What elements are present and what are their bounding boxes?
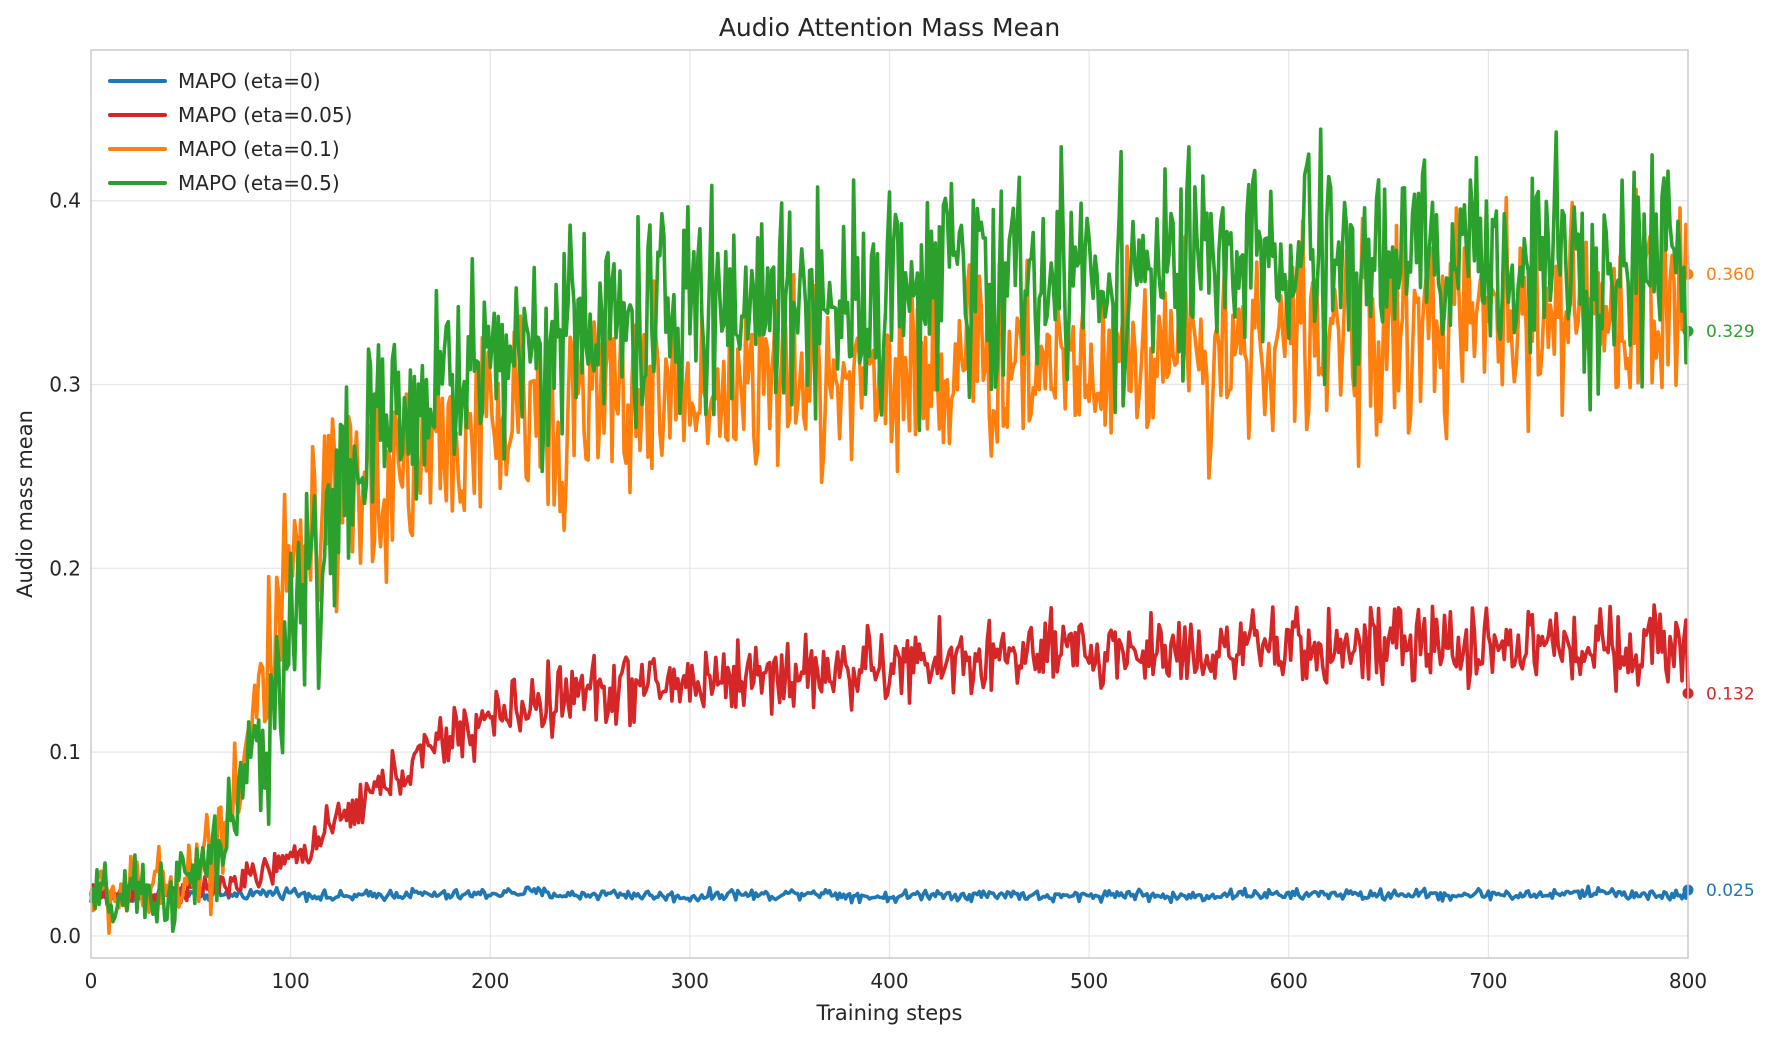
x-tick-label: 700 (1469, 969, 1507, 993)
y-tick-label: 0.4 (49, 189, 81, 213)
series-end-label: 0.025 (1706, 881, 1755, 901)
y-tick-label: 0.1 (49, 740, 81, 764)
y-tick-label: 0.0 (49, 924, 81, 948)
series-end-label: 0.132 (1706, 684, 1755, 704)
x-tick-label: 300 (671, 969, 709, 993)
legend-label: MAPO (eta=0.05) (178, 103, 352, 127)
legend-label: MAPO (eta=0) (178, 69, 321, 93)
x-tick-label: 100 (272, 969, 310, 993)
series-line (89, 603, 1690, 909)
series-layer (89, 127, 1694, 936)
x-tick-label: 600 (1270, 969, 1308, 993)
tick-labels: 0 100 200 300 400 500 600 700 800 0.0 0.1 0.2 0.3 0.4 (49, 189, 1707, 993)
x-tick-label: 400 (870, 969, 908, 993)
legend-label: MAPO (eta=0.5) (178, 171, 340, 195)
series-line (89, 127, 1690, 934)
series-end-label: 0.329 (1706, 322, 1755, 342)
x-tick-label: 800 (1669, 969, 1707, 993)
legend-label: MAPO (eta=0.1) (178, 137, 340, 161)
series-line (89, 187, 1690, 936)
chart-title: Audio Attention Mass Mean (719, 13, 1060, 42)
x-tick-label: 0 (85, 969, 98, 993)
x-tick-label: 500 (1070, 969, 1108, 993)
y-axis-label: Audio mass mean (13, 410, 37, 598)
end-labels: 0.025 0.132 0.360 0.329 (1706, 265, 1755, 901)
plot-frame (90, 49, 1689, 959)
series-end-label: 0.360 (1706, 265, 1755, 285)
series-line (89, 884, 1690, 905)
legend: MAPO (eta=0) MAPO (eta=0.05) MAPO (eta=0.1… (108, 69, 352, 195)
x-tick-label: 200 (471, 969, 509, 993)
y-tick-label: 0.2 (49, 556, 81, 580)
x-axis-label: Training steps (816, 1001, 963, 1025)
y-tick-label: 0.3 (49, 373, 81, 397)
